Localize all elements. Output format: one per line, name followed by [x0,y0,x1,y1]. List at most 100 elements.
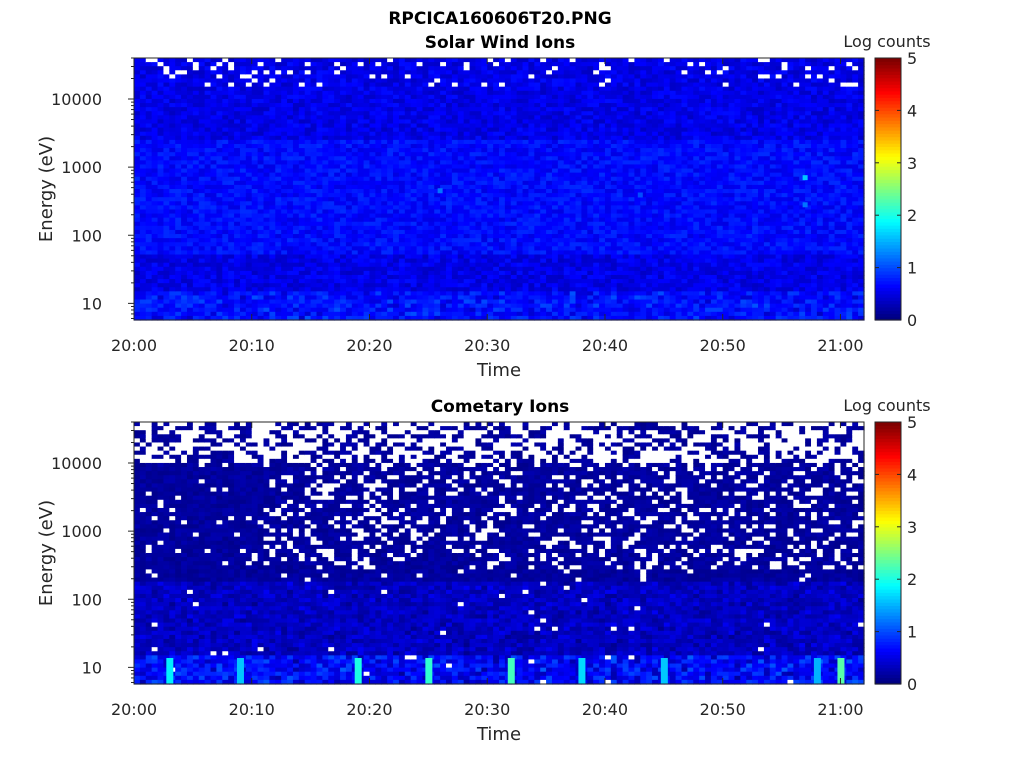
heatmap-cell [387,242,394,247]
heatmap-cell [245,229,253,235]
heatmap-cell [298,82,306,88]
heatmap-cell [499,115,506,120]
heatmap-cell [251,201,259,206]
heatmap-cell [557,262,565,268]
heatmap-cell [186,115,194,120]
heatmap-cell [398,172,406,178]
heatmap-cell [363,127,371,133]
heatmap-cell [463,217,471,223]
heatmap-cell [310,270,318,276]
heatmap-cell [487,82,494,88]
heatmap-cell [139,131,147,137]
heatmap-cell [475,229,482,235]
heatmap-cell [151,86,159,92]
heatmap-cell [151,258,159,264]
heatmap-cell [251,270,259,276]
heatmap-cell [210,287,218,292]
heatmap-cell [493,152,500,157]
heatmap-cell [469,209,477,215]
heatmap-cell [569,131,577,137]
heatmap-cell [310,107,318,112]
heatmap-cell [428,201,435,206]
heatmap-cell [569,242,577,247]
heatmap-cell [204,135,212,141]
heatmap-cell [316,315,323,321]
heatmap-cell [434,229,441,235]
heatmap-cell [440,291,447,297]
heatmap-cell [234,299,241,305]
heatmap-cell [192,295,200,301]
heatmap-cell [304,131,312,137]
heatmap-cell [522,221,530,227]
heatmap-cell [134,70,141,75]
heatmap-cell [281,262,288,268]
heatmap-cell [340,262,347,268]
heatmap-cell [228,283,235,288]
heatmap-cell [404,82,412,88]
heatmap-cell [239,103,247,108]
heatmap-cell [563,135,571,141]
heatmap-cell [151,180,159,186]
heatmap-cell [469,82,477,88]
heatmap-cell [239,246,247,251]
heatmap-cell [263,287,271,292]
heatmap-cell [216,213,223,219]
heatmap-cell [387,254,394,260]
heatmap-cell [134,307,141,313]
heatmap-cell [281,258,288,264]
heatmap-cell [322,131,329,137]
heatmap-cell [322,184,329,190]
heatmap-cell [440,123,447,129]
heatmap-cell [287,131,294,137]
heatmap-cell [463,135,471,141]
heatmap-cell [357,201,365,206]
heatmap-cell [416,307,424,313]
heatmap-cell [163,234,170,239]
heatmap-cell [398,148,406,153]
heatmap-cell [298,217,306,223]
heatmap-cell [245,180,253,186]
heatmap-cell [369,184,376,190]
heatmap-cell [169,311,176,317]
heatmap-cell [587,160,594,166]
heatmap-cell [422,225,429,231]
heatmap-cell [175,176,182,182]
heatmap-cell [363,225,371,231]
heatmap-cell [292,201,300,206]
heatmap-cell [410,58,418,63]
heatmap-cell [475,197,482,202]
heatmap-cell [222,111,229,116]
heatmap-cell [587,201,594,206]
heatmap-cell [398,135,406,141]
heatmap-cell [446,82,453,88]
heatmap-cell [551,291,559,297]
heatmap-cell [145,279,153,284]
heatmap-cell [251,115,259,120]
heatmap-cell [145,225,153,231]
heatmap-cell [334,238,341,243]
heatmap-cell [363,94,371,100]
heatmap-cell [493,107,500,112]
heatmap-cell [569,193,577,198]
heatmap-cell [499,107,506,112]
heatmap-cell [369,160,376,166]
heatmap-cell [516,311,524,317]
heatmap-cell [381,287,388,292]
heatmap-cell [434,221,441,227]
heatmap-cell [451,229,459,235]
heatmap-cell [357,184,365,190]
heatmap-cell [369,279,376,284]
heatmap-cell [239,107,247,112]
heatmap-cell [363,156,371,161]
heatmap-cell [351,295,359,301]
heatmap-cell [210,225,218,231]
heatmap-cell [328,168,335,174]
heatmap-cell [522,82,530,88]
heatmap-cell [257,217,265,223]
heatmap-cell [345,131,353,137]
heatmap-cell [569,189,577,194]
heatmap-cell [551,315,559,321]
heatmap-cell [292,131,300,137]
heatmap-cell [522,274,530,280]
heatmap-cell [151,119,159,125]
